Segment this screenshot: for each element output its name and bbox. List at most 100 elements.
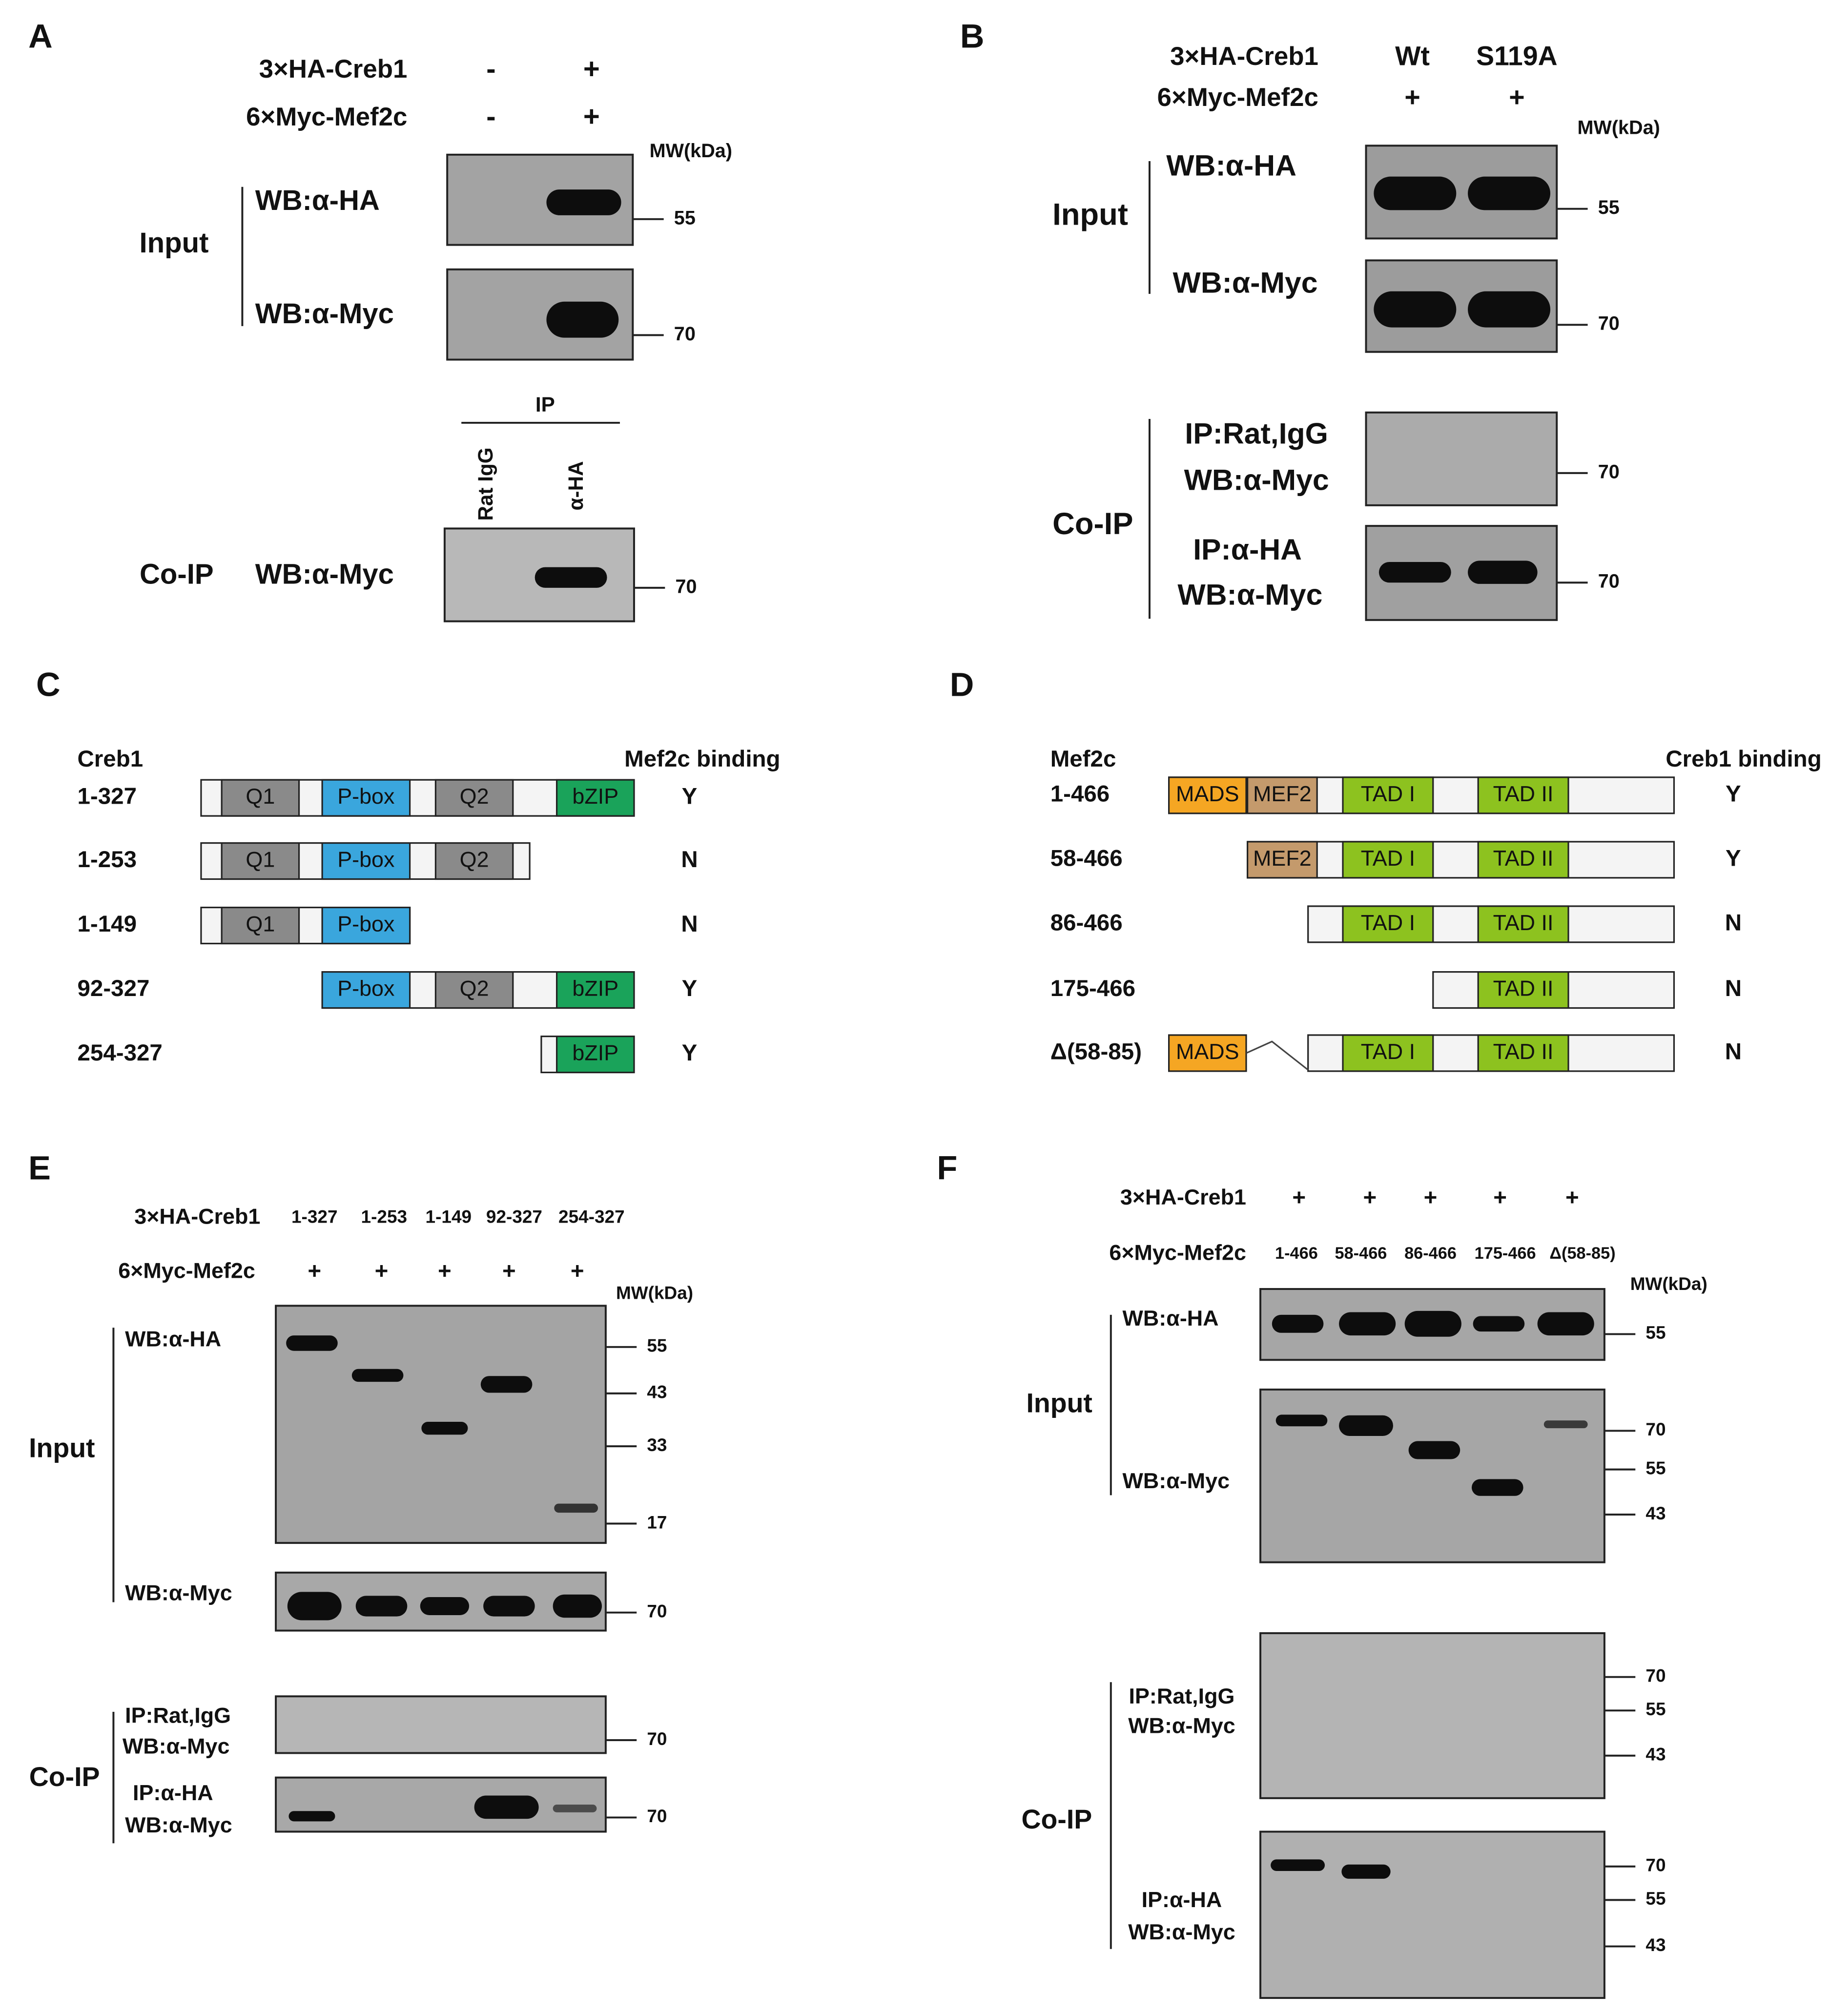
blot-label: WB:α-Myc [1123, 1468, 1230, 1493]
blot-label: WB:α-HA [255, 185, 380, 216]
panel-label: B [960, 17, 985, 55]
binding-result: N [1725, 976, 1742, 1001]
domain [555, 779, 635, 817]
construct-range: 1-149 [77, 911, 137, 937]
domain [434, 971, 514, 1009]
binding-result: Y [682, 976, 698, 1001]
mw-label: 70 [1598, 461, 1620, 482]
mw-label: 43 [1645, 1935, 1666, 1955]
construct-range: 254-327 [77, 1040, 162, 1066]
domain-label: MADS [1176, 781, 1239, 806]
lane-label: 1-253 [361, 1207, 408, 1227]
mw-title: MW(kDa) [1630, 1274, 1707, 1294]
band [1408, 1441, 1460, 1459]
domain [221, 842, 300, 880]
panel-label: D [950, 665, 974, 703]
blot [1259, 1632, 1605, 1799]
band [355, 1596, 408, 1617]
lane-label: + [308, 1258, 321, 1284]
domain-label: Q2 [460, 976, 489, 1000]
blot-label: WB:α-Myc [1128, 1919, 1235, 1944]
domain-label: MEF2 [1253, 781, 1312, 806]
band [1374, 291, 1457, 328]
mw-label: 70 [1598, 313, 1620, 334]
domain-label: TAD II [1493, 781, 1554, 806]
domain [434, 842, 514, 880]
construct-backbone [1247, 841, 1675, 879]
band [1275, 1414, 1328, 1427]
band [1471, 1479, 1523, 1496]
band [553, 1805, 597, 1812]
mw-title: MW(kDa) [650, 140, 732, 162]
band [1374, 176, 1457, 210]
mw-label: 55 [1645, 1458, 1666, 1478]
blot-label: WB:α-Myc [255, 298, 394, 330]
blot-label: WB:α-Myc [1128, 1713, 1235, 1738]
binding-result: N [681, 847, 698, 873]
band [1339, 1415, 1393, 1436]
lane-label: 1-466 [1275, 1244, 1318, 1263]
construct-range: 1-466 [1050, 781, 1110, 807]
construct-range: Δ(58-85) [1050, 1039, 1142, 1064]
construct-range: 92-327 [77, 976, 149, 1001]
band [546, 189, 621, 215]
blot-label: IP:Rat,IgG [125, 1703, 231, 1727]
band [546, 301, 619, 338]
band [554, 1503, 598, 1513]
column-title: Creb1 [77, 746, 143, 772]
domain-label: TAD I [1361, 910, 1415, 935]
domain-label: Q1 [246, 784, 275, 809]
lane-label: + [438, 1258, 452, 1284]
blot-label: WB:α-HA [1166, 148, 1296, 182]
deletion-connector [1246, 1040, 1309, 1071]
row-label: 6×Myc-Mef2c [1157, 83, 1318, 112]
mw-label: 43 [1645, 1503, 1666, 1523]
mw-label: 43 [647, 1382, 667, 1402]
mw-title: MW(kDa) [616, 1283, 693, 1303]
domain [1168, 1034, 1247, 1072]
group-label: Co-IP [140, 558, 214, 590]
lane-label: - [486, 53, 495, 85]
domain [1477, 905, 1569, 943]
band [1468, 176, 1551, 210]
band [351, 1369, 404, 1382]
blot-label: IP:Rat,IgG [1185, 416, 1328, 450]
domain [1342, 1034, 1434, 1072]
band [1543, 1420, 1588, 1429]
domain-label: MEF2 [1253, 846, 1312, 871]
binding-result: Y [682, 1040, 698, 1066]
band [1341, 1864, 1391, 1879]
band [1271, 1859, 1325, 1871]
lane-label: + [583, 101, 600, 132]
band [420, 1597, 470, 1615]
mw-label: 17 [647, 1512, 667, 1532]
binding-result: N [1725, 910, 1742, 935]
blot [1259, 1830, 1605, 1999]
domain [221, 779, 300, 817]
domain-label: Q1 [246, 847, 275, 872]
lane-label: S119A [1476, 41, 1557, 71]
lane-label: α-HA [564, 461, 587, 510]
band [288, 1811, 335, 1822]
row-label: 6×Myc-Mef2c [1109, 1240, 1246, 1265]
ip-header: IP [535, 393, 555, 416]
band [535, 567, 607, 588]
mw-title: MW(kDa) [1577, 117, 1660, 138]
panel-label: A [28, 17, 53, 55]
mw-label: 55 [1645, 1323, 1666, 1343]
domain-label: P-box [337, 847, 394, 872]
lane-label: 92-327 [486, 1207, 542, 1227]
domain-label: bZIP [572, 976, 618, 1000]
domain [1247, 776, 1318, 814]
band [474, 1795, 539, 1819]
domain [1477, 841, 1569, 879]
domain [321, 906, 411, 945]
domain [1342, 776, 1434, 814]
domain-label: P-box [337, 784, 394, 809]
band [421, 1421, 468, 1435]
construct-range: 58-466 [1050, 845, 1123, 871]
group-label: Co-IP [29, 1762, 100, 1792]
blot-label: WB:α-Myc [125, 1812, 232, 1837]
domain-label: bZIP [572, 784, 618, 809]
lane-label: + [1424, 1185, 1438, 1210]
